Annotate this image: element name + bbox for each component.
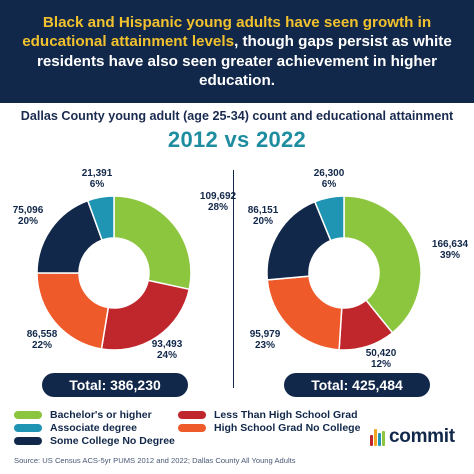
logo-bar [374,429,377,446]
data-label-2022-less-than-hs: 50,420 12% [366,348,397,370]
total-2012-badge: Total: 386,230 [42,373,188,397]
logo-bar [382,431,385,446]
legend-label: Associate degree [50,422,137,434]
data-label-2022-some-college: 86,151 20% [248,205,279,227]
legend-swatch-hs-grad [178,424,206,432]
data-label-2022-associate: 26,300 6% [314,168,345,190]
data-label-2012-less-than-hs: 93,493 24% [152,339,183,361]
data-label-2012-some-college: 75,096 20% [13,205,44,227]
legend-label: Bachelor's or higher [50,409,152,421]
headline-highlight: Black and Hispanic young adults have see… [22,13,432,51]
donut-slice-2022-bachelors [343,195,422,334]
data-label-2012-bachelors: 109,692 28% [200,191,237,213]
legend-item-hs-grad: High School Grad No College [178,422,360,434]
data-label-2022-hs-grad: 95,979 23% [250,329,281,351]
commit-logo: commit [370,425,455,449]
legend-label: Less Than High School Grad [214,409,358,421]
logo-text: commit [389,426,455,447]
legend-label: High School Grad No College [214,422,361,434]
legend-item-some-college: Some College No Degree [14,435,175,447]
donut-slice-2012-less-than-hs [100,279,191,351]
data-label-2012-hs-grad: 86,558 22% [27,329,58,351]
headline: Black and Hispanic young adults have see… [14,13,460,91]
comparison-title: 2012 vs 2022 [167,127,307,152]
donut-slice-2012-hs-grad [36,272,110,350]
donut-slice-2012-bachelors [113,195,192,291]
data-label-2012-associate: 21,391 6% [82,168,113,190]
legend-item-bachelors: Bachelor's or higher [14,409,152,421]
chart-divider [233,170,234,388]
logo-bar [370,435,373,446]
total-2022-badge: Total: 425,484 [284,373,430,397]
chart-subtitle: Dallas County young adult (age 25-34) co… [20,109,454,123]
source-note: Source: US Census ACS-5yr PUMS 2012 and … [14,456,296,465]
headline-rest: , though gaps persist as white residents… [36,33,452,89]
legend-swatch-less-than-hs [178,411,206,419]
legend-label: Some College No Degree [50,435,175,447]
logo-bars-icon [370,428,386,446]
donut-slice-2022-associate [313,195,345,242]
header-banner: Black and Hispanic young adults have see… [0,0,474,103]
legend-swatch-some-college [14,437,42,445]
donut-slice-2012-associate [86,195,115,242]
logo-bar [378,433,381,446]
legend-swatch-bachelors [14,411,42,419]
legend-item-less-than-hs: Less Than High School Grad [178,409,358,421]
data-label-2022-bachelors: 166,634 39% [432,239,469,261]
legend-item-associate: Associate degree [14,422,137,434]
legend-swatch-associate [14,424,42,432]
